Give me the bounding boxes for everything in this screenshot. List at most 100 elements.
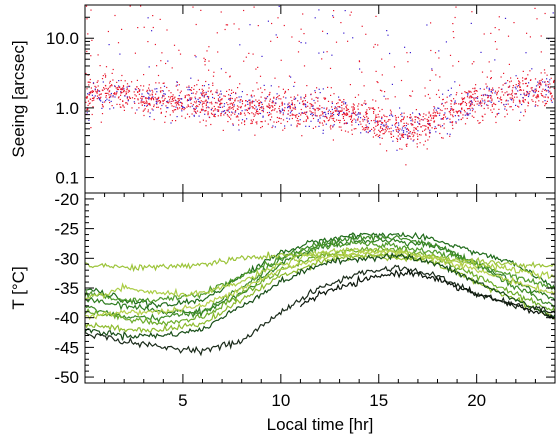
seeing-point (232, 124, 234, 126)
seeing-point (449, 95, 451, 97)
seeing-point (407, 61, 409, 63)
seeing-point (324, 116, 326, 118)
seeing-point (299, 119, 301, 121)
seeing-point (413, 129, 415, 131)
seeing-point (357, 118, 359, 120)
seeing-point (506, 113, 508, 115)
seeing-point (476, 97, 479, 99)
seeing-point (317, 109, 319, 111)
seeing-point (88, 84, 90, 86)
seeing-point (511, 91, 514, 93)
seeing-point (432, 112, 434, 114)
seeing-point (267, 114, 270, 117)
seeing-point (239, 113, 241, 115)
seeing-point (382, 124, 384, 126)
seeing-point (116, 81, 118, 83)
seeing-point (177, 89, 179, 91)
seeing-point (376, 116, 378, 118)
seeing-point (253, 6, 255, 8)
seeing-point (100, 121, 102, 123)
seeing-point (276, 36, 278, 38)
seeing-point (396, 127, 398, 129)
seeing-point (373, 111, 375, 113)
seeing-point (198, 103, 200, 106)
seeing-point (104, 92, 106, 94)
seeing-point (343, 99, 345, 101)
seeing-point (251, 122, 253, 124)
seeing-point (199, 102, 202, 104)
seeing-point (443, 123, 445, 125)
seeing-point (94, 88, 96, 90)
seeing-point (287, 106, 289, 108)
seeing-point (482, 116, 484, 118)
seeing-point (522, 97, 524, 99)
seeing-point (438, 57, 440, 59)
seeing-point (396, 137, 398, 140)
seeing-point (546, 74, 548, 76)
seeing-point (385, 130, 387, 132)
seeing-point (226, 114, 228, 116)
seeing-point (235, 92, 237, 94)
seeing-point (439, 112, 441, 114)
seeing-point (373, 132, 376, 134)
seeing-point (423, 144, 425, 146)
seeing-point (201, 88, 203, 90)
seeing-point (510, 106, 512, 108)
seeing-point (114, 85, 116, 87)
seeing-point (378, 129, 380, 131)
seeing-point (544, 88, 547, 91)
seeing-point (385, 123, 387, 125)
seeing-point (214, 102, 217, 104)
seeing-point (140, 5, 142, 7)
seeing-point (295, 97, 297, 99)
seeing-point (374, 120, 377, 122)
seeing-point (335, 110, 337, 112)
seeing-point (323, 111, 325, 114)
seeing-point (174, 99, 176, 101)
seeing-point (410, 120, 412, 122)
seeing-point (331, 114, 333, 116)
seeing-point (309, 103, 311, 105)
seeing-point (457, 115, 459, 117)
seeing-point (306, 85, 308, 87)
seeing-point (100, 100, 102, 102)
seeing-point (303, 104, 305, 106)
seeing-point (411, 90, 414, 92)
seeing-point (272, 109, 274, 111)
seeing-point (257, 25, 259, 27)
seeing-point (338, 126, 340, 128)
seeing-point (144, 105, 146, 107)
seeing-point (429, 123, 431, 125)
seeing-point (470, 91, 472, 93)
seeing-point (553, 81, 555, 83)
seeing-point (301, 112, 304, 114)
seeing-point (276, 111, 278, 113)
seeing-point (363, 85, 365, 87)
seeing-point (207, 96, 209, 98)
seeing-point (344, 130, 347, 132)
seeing-point (425, 134, 427, 136)
seeing-point (238, 124, 240, 126)
seeing-point (297, 94, 299, 96)
seeing-point (243, 60, 245, 62)
seeing-point (334, 120, 336, 123)
seeing-point (193, 107, 195, 110)
seeing-point (475, 90, 477, 92)
seeing-point (171, 67, 173, 69)
seeing-point (197, 105, 199, 108)
seeing-point (88, 94, 91, 96)
seeing-point (275, 102, 277, 104)
seeing-point (183, 107, 185, 109)
seeing-point (120, 91, 122, 93)
seeing-point (491, 92, 493, 94)
seeing-point (284, 90, 286, 92)
seeing-point (342, 117, 344, 119)
seeing-point (522, 77, 524, 79)
seeing-point (468, 102, 470, 104)
seeing-point (543, 69, 546, 71)
seeing-point (390, 133, 393, 135)
seeing-point (216, 91, 218, 93)
seeing-point (400, 120, 402, 122)
seeing-point (339, 110, 341, 112)
seeing-point (167, 100, 169, 102)
